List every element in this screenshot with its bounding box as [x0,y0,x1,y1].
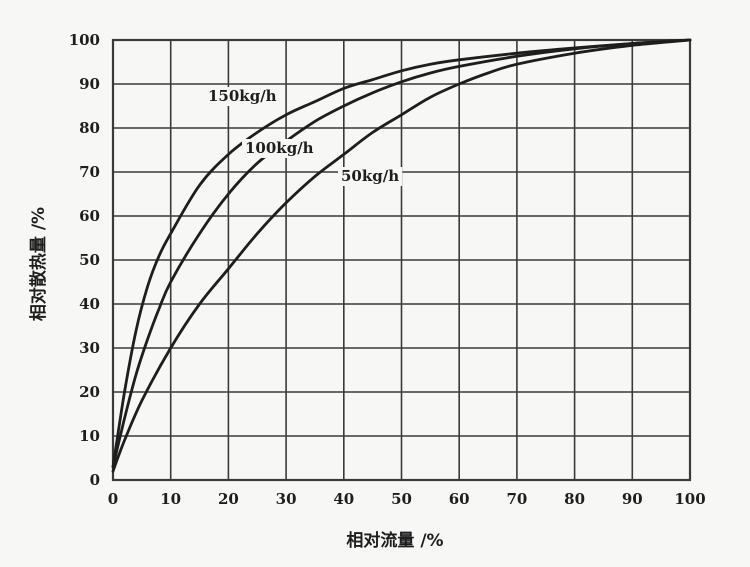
y-tick-label: 10 [79,427,100,445]
series-label: 100kg/h [245,139,314,157]
series-line-150kg-h [111,38,692,469]
series-label: 150kg/h [208,87,277,105]
x-tick-label: 70 [506,490,527,508]
series-label-background [205,87,280,106]
x-tick-label: 40 [333,490,354,508]
x-tick-label: 50 [391,490,412,508]
x-tick-label: 80 [564,490,585,508]
series-label-background [242,139,317,158]
x-tick-label: 30 [276,490,297,508]
series-label-background [338,167,403,186]
x-tick-label: 90 [622,490,643,508]
y-tick-label: 80 [79,119,100,137]
y-tick-label: 60 [79,207,100,225]
y-tick-label: 40 [79,295,100,313]
y-tick-label: 90 [79,75,100,93]
x-tick-label: 60 [449,490,470,508]
x-tick-label: 10 [160,490,181,508]
y-tick-label: 20 [79,383,100,401]
y-axis-label: 相对散热量 /% [28,207,49,321]
y-tick-label: 0 [90,471,100,489]
y-tick-label: 50 [79,251,100,269]
x-tick-label: 0 [108,490,118,508]
x-axis-label: 相对流量 /% [346,530,443,551]
x-tick-label: 20 [218,490,239,508]
plot-frame [111,38,692,482]
series-label: 50kg/h [341,167,399,185]
y-tick-label: 30 [79,339,100,357]
y-tick-label: 100 [69,31,100,49]
series-line-50kg-h [111,38,692,473]
x-tick-label: 100 [674,490,705,508]
y-tick-label: 70 [79,163,100,181]
series-line-100kg-h [111,38,692,469]
